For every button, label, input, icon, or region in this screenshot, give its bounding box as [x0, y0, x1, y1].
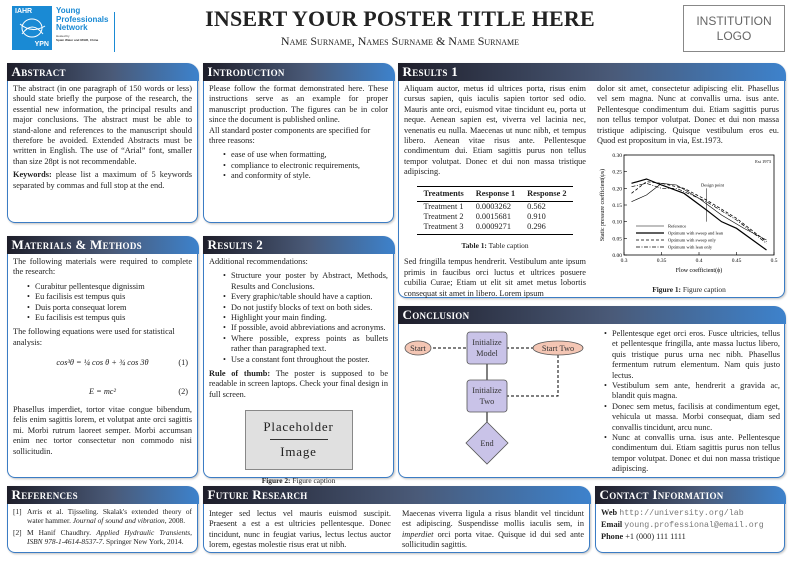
corner-label: Est 1973 [755, 159, 772, 164]
x-axis-label: Flow coefficient(ϕ) [676, 267, 723, 274]
legend-label: Optimum with sweep and lean [668, 231, 724, 236]
section-title: Results 2 [202, 236, 395, 254]
y-axis-label: Static pressure coefficient(ψs) [599, 169, 606, 241]
section-title: Conclusion [397, 306, 786, 324]
reference-item: [2] M Hanif Chaudhry. Applied Hydraulic T… [13, 527, 192, 547]
flow-init-two [466, 379, 508, 413]
results1-panel: Results 1 Aliquam auctor, metus id ultri… [397, 63, 786, 298]
section-title: Results 1 [397, 63, 786, 81]
legend-label: Reference [668, 224, 686, 229]
globe-icon [19, 18, 46, 38]
svg-text:Model: Model [476, 349, 498, 358]
list-item: and conformity of style. [223, 171, 388, 182]
reference-item: [1] Arris et al. Tijsseling. Skalak's ext… [13, 507, 192, 526]
equation-2: E = mc² (2) [89, 386, 188, 396]
list-item: Donec sem metus, facilisis at condimentu… [604, 402, 780, 433]
results-table: Treatments Response 1 Response 2 Treatment… [417, 185, 573, 236]
svg-text:Initialize: Initialize [472, 338, 502, 347]
section-title: Materials & Methods [6, 236, 199, 254]
series-line [631, 182, 767, 244]
section-title: Abstract [6, 63, 199, 81]
conclusion-panel: Conclusion Start Initialize Model Start … [397, 306, 786, 478]
x-tick-label: 0.35 [657, 258, 667, 264]
institution-logo: INSTITUTION LOGO [683, 5, 785, 52]
list-item: Nunc at convallis urna. isus ante. Pelle… [604, 433, 780, 475]
y-tick-label: 0.05 [612, 236, 622, 242]
svg-text:Initialize: Initialize [472, 386, 502, 395]
list-item: Highlight your main finding. [223, 313, 388, 324]
list-item: Duis porta consequat lorem [27, 303, 192, 314]
phone-number: +1 (000) 111 1111 [625, 532, 686, 541]
svg-text:Start Two: Start Two [542, 344, 574, 353]
list-item: ease of use when formatting, [223, 150, 388, 161]
contact-panel: Contact Information Web http://universit… [594, 486, 786, 553]
svg-text:Two: Two [480, 397, 495, 406]
svg-text:Start: Start [410, 344, 426, 353]
methods-panel: Materials & Methods The following materi… [6, 236, 199, 478]
list-item: Where possible, express points as bullet… [223, 334, 388, 355]
equation-1: cos³θ = ¼ cos θ + ¾ cos 3θ (1) [56, 358, 188, 368]
list-item: Every graphic/table should have a captio… [223, 292, 388, 303]
y-tick-label: 0.15 [612, 203, 622, 209]
legend-label: Optimum with sweep only [668, 238, 717, 243]
x-tick-label: 0.45 [732, 258, 742, 264]
placeholder-image: Placeholder Image [244, 410, 353, 471]
email-link[interactable]: young.professional@email.org [624, 521, 764, 530]
figure-2-caption: Figure 2: Figure caption [261, 476, 336, 486]
web-link[interactable]: http://university.org/lab [619, 509, 744, 518]
y-tick-label: 0.30 [612, 153, 622, 159]
abstract-text: The abstract (in one paragraph of 150 wo… [13, 84, 192, 166]
x-tick-label: 0.5 [771, 258, 778, 264]
poster-title: INSERT YOUR POSTER TITLE HERE [205, 6, 595, 31]
flow-start [404, 340, 432, 356]
abstract-panel: Abstract The abstract (in one paragraph … [6, 63, 199, 223]
list-item: Use a constant font throughout the poste… [223, 355, 388, 366]
y-tick-label: 0.25 [612, 170, 622, 176]
keywords: Keywords: please list a maximum of 5 key… [13, 170, 192, 190]
section-title: References [6, 486, 199, 504]
series-line [631, 181, 767, 242]
flow-start-two [532, 340, 584, 356]
section-title: Introduction [202, 63, 395, 81]
list-item: Pellentesque eget orci eros. Fusce ultri… [604, 329, 780, 381]
series-line [631, 178, 767, 251]
figure-1-caption: Figure 1: Figure caption [652, 285, 726, 294]
list-item: Vestibulum sem ante, hendrerit a gravida… [604, 381, 780, 402]
x-tick-label: 0.4 [696, 258, 703, 264]
list-item: Do not justify blocks of text on both si… [223, 303, 388, 314]
poster-authors: Name Surname, Names Surname & Name Surna… [280, 34, 520, 48]
y-tick-label: 0.10 [612, 220, 622, 226]
x-tick-label: 0.3 [621, 258, 628, 264]
list-item: Eu facilisis est tempus quis [27, 292, 192, 303]
figure-1-chart: 0.3 0.35 0.4 0.45 0.5 0.00 0.05 0.10 0.15 0.20 0.2… [599, 153, 778, 274]
intro-bullets: ease of use when formatting, compliance … [223, 150, 388, 182]
svg-text:End: End [480, 439, 494, 448]
table-row: Treatment 3 0.0009271 0.296 [417, 222, 573, 236]
list-item: compliance to electronic requirements, [223, 161, 388, 172]
design-point-label: Design point [701, 183, 725, 188]
table-caption: Table 1: Table caption [461, 241, 529, 251]
list-item: If possible, avoid abbreviations and acr… [223, 323, 388, 334]
section-title: Contact Information [594, 486, 786, 504]
references-panel: References [1] Arris et al. Tijsseling. S… [6, 486, 199, 553]
future-research-panel: Future Research Integer sed lectus vel m… [202, 486, 591, 553]
section-title: Future Research [202, 486, 591, 504]
results2-panel: Results 2 Additional recommendations: St… [202, 236, 395, 485]
ypn-logo: IAHR YPN Young Professionals Network Hoste… [12, 6, 116, 52]
y-tick-label: 0.20 [612, 186, 622, 192]
table-row: Treatment 2 0.0015681 0.910 [423, 212, 546, 222]
list-item: Eu facilisis est tempus quis [27, 313, 192, 324]
list-item: Curabitur pellentesque dignissim [27, 282, 192, 293]
flow-end [465, 421, 509, 465]
flow-init-model [466, 331, 508, 365]
list-item: Structure your poster by Abstract, Metho… [223, 271, 388, 292]
introduction-panel: Introduction Please follow the format de… [202, 63, 395, 223]
flowchart: Start Initialize Model Start Two Initial… [404, 331, 584, 465]
legend-label: Optimum with lean only [668, 245, 713, 250]
table-row: Treatment 1 0.0003262 0.562 [423, 202, 546, 212]
y-tick-label: 0.00 [612, 253, 622, 259]
series-line [631, 183, 767, 241]
rule-of-thumb: Rule of thumb: The poster is supposed to… [209, 369, 389, 399]
